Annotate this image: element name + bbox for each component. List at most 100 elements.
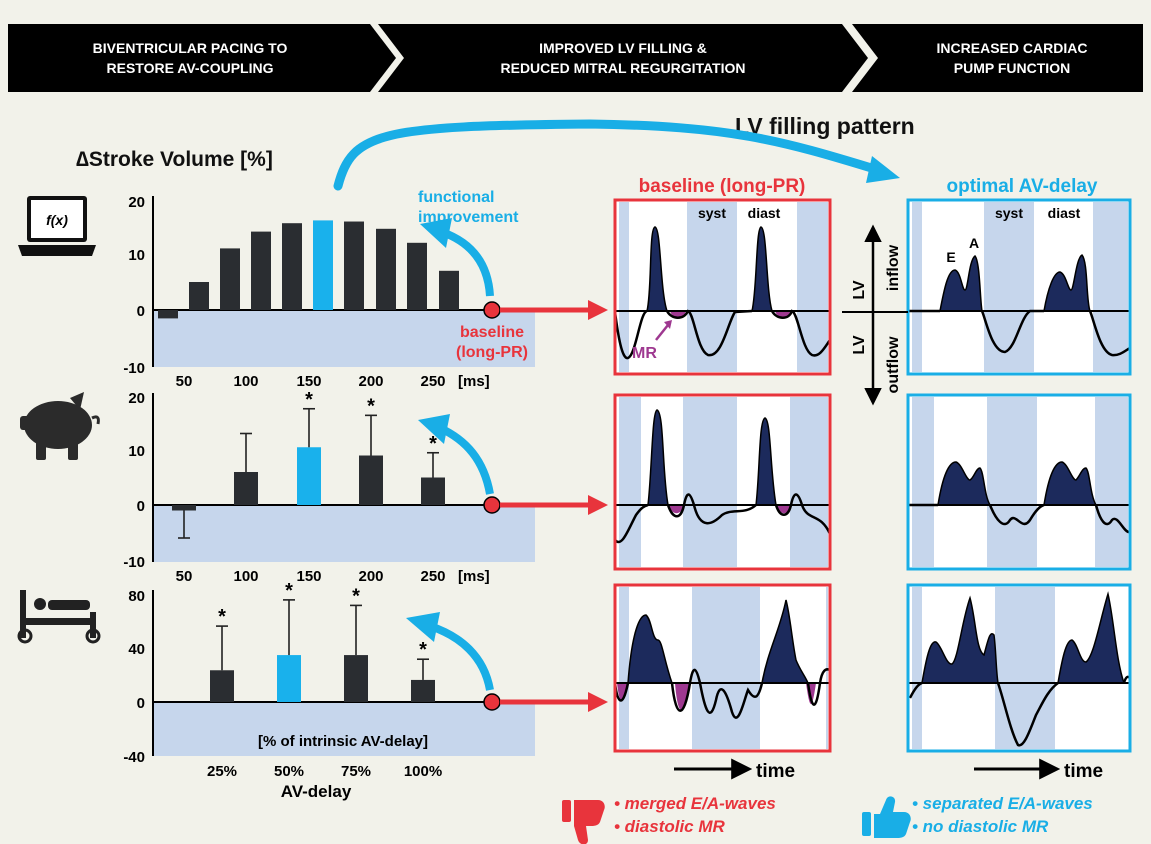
- bar: [411, 679, 435, 702]
- y-tick-label: 0: [137, 303, 145, 320]
- banner: BIVENTRICULAR PACING TO RESTORE AV-COUPL…: [8, 24, 1143, 92]
- x-tick-label: 200: [358, 373, 383, 390]
- y-tick-label: 80: [128, 588, 145, 605]
- significance-star: *: [352, 585, 360, 607]
- fx-label: f(x): [46, 212, 68, 228]
- e-wave-label: E: [946, 249, 955, 265]
- bar: [220, 248, 240, 310]
- significance-star: *: [218, 606, 226, 628]
- y-tick-label: 0: [137, 695, 145, 712]
- baseline-arrowhead: [588, 300, 608, 320]
- y-tick-label: 0: [137, 498, 145, 515]
- x-tick-label: 100%: [404, 763, 442, 780]
- outflow-label: outflow: [885, 336, 902, 393]
- improvement-arrowhead: [406, 612, 440, 642]
- percent-intrinsic-label: [% of intrinsic AV-delay]: [258, 733, 428, 750]
- baseline-waveform-panel-2: [613, 393, 832, 571]
- bar: [439, 270, 459, 310]
- significance-star: *: [305, 389, 313, 411]
- banner-step-2: [378, 24, 868, 92]
- lv-outflow-label: LV: [851, 335, 868, 355]
- bar: [344, 221, 364, 310]
- significance-star: *: [419, 639, 427, 661]
- bar: [376, 228, 396, 310]
- y-tick-label: 20: [128, 390, 145, 407]
- banner-step-2-line-2: REDUCED MITRAL REGURGITATION: [501, 60, 746, 76]
- baseline-label: baseline: [460, 324, 524, 341]
- x-tick-label: 250: [420, 373, 445, 390]
- diast-label: diast: [1048, 205, 1081, 221]
- baseline-waveform-panel-1: syst diast MR: [613, 198, 832, 376]
- bar: [359, 455, 383, 505]
- bar: [407, 242, 427, 310]
- syst-label: syst: [698, 205, 726, 221]
- x-tick-label: 75%: [341, 763, 371, 780]
- x-tick-label: 250: [420, 568, 445, 585]
- baseline-waveform-panel-3: [613, 583, 832, 753]
- bar: [158, 310, 178, 319]
- banner-step-3-line-2: PUMP FUNCTION: [954, 60, 1070, 76]
- bar: [297, 447, 321, 505]
- chart-pig: 20 10 0 -10 * * * 50 100 150 200 250 [ms]: [123, 389, 608, 585]
- x-tick-label: 150: [296, 568, 321, 585]
- banner-step-1: [8, 24, 396, 92]
- bar: [251, 231, 271, 310]
- x-tick-label: 50%: [274, 763, 304, 780]
- x-tick-label: 100: [233, 568, 258, 585]
- negative-region-shade: [153, 310, 535, 367]
- patient-bed-icon: [17, 590, 101, 644]
- mr-label: MR: [632, 345, 657, 362]
- baseline-marker: [483, 496, 501, 514]
- bar: [189, 282, 209, 310]
- av-delay-label: AV-delay: [281, 782, 352, 801]
- banner-step-3-line-1: INCREASED CARDIAC: [937, 40, 1088, 56]
- x-unit-label: [ms]: [458, 568, 490, 585]
- y-tick-label: 10: [128, 443, 145, 460]
- improvement-arrow: [428, 622, 494, 691]
- time-label: time: [1064, 761, 1103, 782]
- time-label: time: [756, 761, 795, 782]
- conclusion-bad-1: • merged E/A-waves: [614, 794, 776, 813]
- optimal-link-arrowhead: [866, 156, 900, 183]
- lv-filling-title: LV filling pattern: [735, 113, 915, 139]
- significance-star: *: [429, 433, 437, 455]
- optimal-waveform-panel-2: [906, 393, 1132, 571]
- improvement-arrowhead: [420, 218, 452, 248]
- functional-improvement-label: functional: [418, 189, 494, 206]
- x-tick-label: 50: [176, 568, 193, 585]
- improvement-arrow: [440, 228, 494, 297]
- y-tick-label: 10: [128, 247, 145, 264]
- optimal-waveform-panel-1: E A syst diast: [906, 198, 1132, 376]
- pig-icon: [20, 392, 100, 460]
- y-tick-label: 20: [128, 194, 145, 211]
- baseline-panel-title: baseline (long-PR): [639, 176, 806, 197]
- x-tick-label: 100: [233, 373, 258, 390]
- banner-step-1-line-2: RESTORE AV-COUPLING: [107, 60, 274, 76]
- bar: [282, 223, 302, 310]
- improvement-arrowhead: [418, 414, 450, 444]
- x-tick-label: 50: [176, 373, 193, 390]
- conclusion-bad-2: • diastolic MR: [614, 817, 726, 836]
- lv-inflow-label: LV: [851, 280, 868, 300]
- bar: [210, 670, 234, 702]
- y-tick-label: -40: [123, 749, 145, 766]
- banner-step-3: [852, 24, 1143, 92]
- banner-step-1-line-1: BIVENTRICULAR PACING TO: [93, 40, 288, 56]
- bar: [277, 655, 301, 702]
- baseline-marker: [483, 693, 501, 711]
- a-wave-label: A: [969, 235, 979, 251]
- conclusion-good-1: • separated E/A-waves: [912, 794, 1093, 813]
- negative-region-shade: [153, 505, 535, 562]
- negative-region-shade: [153, 702, 535, 756]
- x-unit-label: [ms]: [458, 373, 490, 390]
- laptop-icon: f(x): [18, 196, 96, 256]
- thumbs-up-icon: [862, 796, 911, 838]
- bar: [421, 477, 445, 505]
- banner-step-2-line-1: IMPROVED LV FILLING &: [539, 40, 707, 56]
- improvement-arrow: [438, 424, 494, 495]
- bar: [234, 472, 258, 505]
- significance-star: *: [367, 395, 375, 417]
- syst-label: syst: [995, 205, 1023, 221]
- baseline-arrowhead: [588, 495, 608, 515]
